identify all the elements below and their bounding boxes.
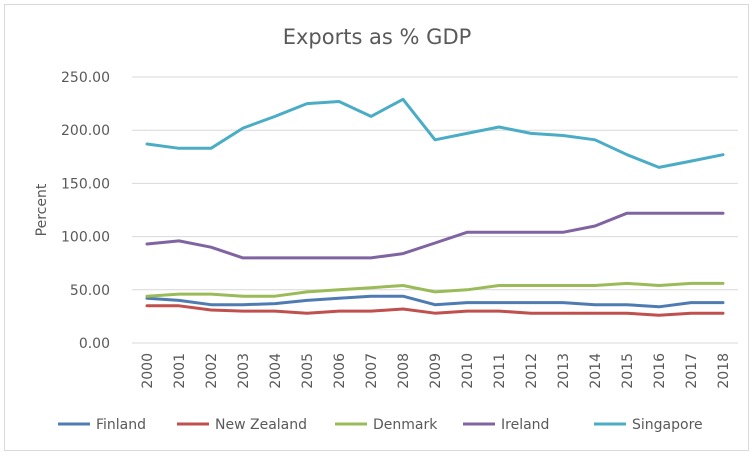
x-tick-label: 2011 (492, 353, 508, 389)
x-tick-label: 2012 (524, 353, 540, 389)
y-tick-label: 50.00 (70, 283, 110, 299)
gridlines (132, 76, 738, 344)
y-axis-label: Percent (34, 183, 50, 236)
y-tick-label: 100.00 (61, 230, 110, 246)
series-lines (145, 97, 725, 317)
series-line-ireland (145, 211, 725, 260)
x-tick-label: 2008 (396, 353, 412, 389)
y-tick-label: 200.00 (61, 123, 110, 139)
chart-title: Exports as % GDP (283, 25, 472, 49)
series-line-denmark (145, 281, 725, 298)
series-line-new-zealand (145, 304, 725, 317)
legend-label-ireland: Ireland (501, 417, 549, 433)
series-line-singapore (145, 97, 725, 169)
y-axis-ticks: 0.00 50.00 100.00 150.00 200.00 250.00 (61, 70, 110, 352)
x-tick-label: 2015 (620, 353, 636, 389)
x-tick-label: 2005 (300, 353, 316, 389)
x-axis-ticks: 2000 2001 2002 2003 2004 2005 2006 2007 2008 2009… (140, 353, 732, 389)
y-tick-label: 150.00 (61, 176, 110, 192)
x-tick-label: 2009 (428, 353, 444, 389)
legend-label-denmark: Denmark (373, 417, 438, 433)
chart-frame (4, 4, 749, 451)
legend: Finland New Zealand Denmark Ireland Singapor… (58, 417, 703, 433)
x-tick-label: 2007 (364, 353, 380, 389)
legend-label-new-zealand: New Zealand (215, 417, 307, 433)
legend-label-finland: Finland (96, 417, 146, 433)
y-tick-label: 250.00 (61, 70, 110, 86)
y-tick-label: 0.00 (79, 336, 110, 352)
x-tick-label: 2018 (716, 353, 732, 389)
x-tick-label: 2001 (172, 353, 188, 389)
x-tick-label: 2006 (332, 353, 348, 389)
x-tick-label: 2017 (684, 353, 700, 389)
x-tick-label: 2004 (268, 353, 284, 389)
series-line-finland (145, 294, 725, 309)
x-tick-label: 2014 (588, 353, 604, 389)
x-tick-label: 2000 (140, 353, 156, 389)
x-tick-label: 2002 (204, 353, 220, 389)
x-tick-label: 2003 (236, 353, 252, 389)
x-tick-label: 2016 (652, 353, 668, 389)
x-tick-label: 2013 (556, 353, 572, 389)
x-tick-label: 2010 (460, 353, 476, 389)
legend-label-singapore: Singapore (632, 417, 703, 433)
